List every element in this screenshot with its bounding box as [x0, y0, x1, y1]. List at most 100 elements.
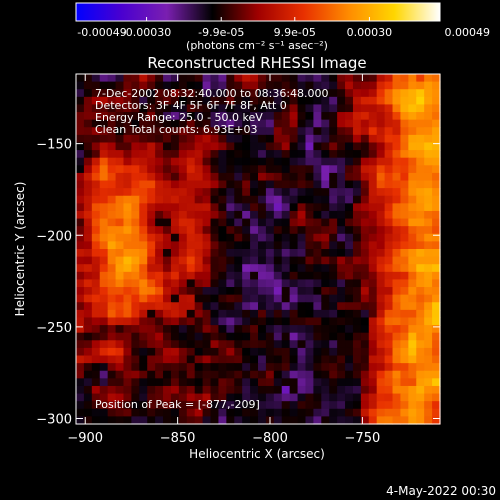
- heatmap-cell: [432, 218, 441, 227]
- heatmap-cell: [416, 264, 425, 273]
- heatmap-cell: [352, 249, 362, 258]
- heatmap-cell: [186, 165, 196, 174]
- heatmap-cell: [218, 119, 227, 128]
- heatmap-cell: [170, 112, 180, 121]
- heatmap-cell: [258, 180, 267, 189]
- heatmap-cell: [91, 325, 101, 334]
- heatmap-cell: [234, 370, 243, 379]
- heatmap-cell: [416, 127, 425, 136]
- heatmap-cell: [178, 165, 188, 174]
- heatmap-cell: [202, 195, 212, 204]
- heatmap-cell: [376, 233, 386, 242]
- heatmap-cell: [202, 81, 212, 90]
- heatmap-cell: [313, 370, 322, 379]
- heatmap-cell: [376, 271, 386, 281]
- heatmap-cell: [147, 401, 156, 410]
- heatmap-cell: [91, 150, 101, 159]
- heatmap-cell: [392, 180, 402, 189]
- heatmap-cell: [170, 408, 180, 417]
- heatmap-cell: [170, 119, 180, 128]
- heatmap-cell: [384, 264, 394, 273]
- heatmap-cell: [424, 302, 433, 311]
- heatmap-cell: [91, 180, 101, 189]
- heatmap-cell: [432, 142, 441, 151]
- heatmap-cell: [281, 279, 291, 288]
- heatmap-cell: [186, 233, 196, 242]
- heatmap-cell: [83, 96, 93, 106]
- heatmap-cell: [368, 104, 378, 113]
- heatmap-cell: [329, 302, 338, 311]
- heatmap-cell: [202, 119, 212, 128]
- heatmap-cell: [202, 256, 212, 265]
- heatmap-cell: [258, 401, 267, 410]
- heatmap-cell: [194, 188, 204, 197]
- heatmap-cell: [218, 112, 227, 121]
- heatmap-cell: [258, 210, 267, 220]
- heatmap-cell: [131, 393, 140, 402]
- heatmap-cell: [186, 157, 196, 166]
- heatmap-cell: [392, 363, 402, 372]
- heatmap-cell: [258, 157, 267, 166]
- heatmap-cell: [376, 279, 386, 288]
- heatmap-cell: [76, 370, 85, 379]
- heatmap-cell: [297, 112, 307, 121]
- heatmap-cell: [273, 347, 283, 357]
- heatmap-cell: [76, 332, 85, 341]
- heatmap-cell: [250, 347, 259, 357]
- heatmap-cell: [305, 150, 314, 159]
- heatmap-cell: [155, 370, 164, 379]
- heatmap-cell: [265, 317, 275, 326]
- heatmap-cell: [115, 393, 125, 402]
- heatmap-cell: [163, 347, 172, 357]
- heatmap-cell: [258, 165, 267, 174]
- heatmap-cell: [376, 188, 386, 197]
- heatmap-cell: [123, 385, 132, 395]
- heatmap-cell: [321, 96, 330, 106]
- heatmap-cell: [83, 378, 93, 387]
- heatmap-cell: [392, 302, 402, 311]
- heatmap-cell: [226, 325, 235, 334]
- heatmap-cell: [107, 104, 117, 113]
- heatmap-cell: [313, 325, 322, 334]
- heatmap-cell: [424, 96, 433, 106]
- heatmap-cell: [99, 325, 109, 334]
- heatmap-cell: [384, 203, 394, 212]
- heatmap-cell: [218, 271, 227, 281]
- heatmap-cell: [400, 74, 409, 83]
- heatmap-cell: [424, 172, 433, 182]
- heatmap-cell: [265, 408, 275, 417]
- heatmap-cell: [210, 340, 220, 349]
- heatmap-cell: [289, 271, 299, 281]
- heatmap-cell: [281, 340, 291, 349]
- heatmap-cell: [76, 157, 85, 166]
- heatmap-cell: [408, 142, 417, 151]
- heatmap-cell: [250, 287, 259, 296]
- heatmap-cell: [186, 127, 196, 136]
- heatmap-cell: [178, 408, 188, 417]
- heatmap-cell: [155, 172, 164, 182]
- heatmap-cell: [329, 370, 338, 379]
- heatmap-cell: [329, 363, 338, 372]
- heatmap-cell: [226, 157, 235, 166]
- heatmap-cell: [360, 408, 370, 417]
- heatmap-cell: [400, 180, 409, 189]
- heatmap-cell: [305, 393, 314, 402]
- heatmap-cell: [384, 134, 394, 144]
- heatmap-cell: [321, 317, 330, 326]
- heatmap-cell: [408, 393, 417, 402]
- heatmap-cell: [408, 81, 417, 90]
- heatmap-cell: [123, 104, 132, 113]
- heatmap-cell: [376, 104, 386, 113]
- heatmap-cell: [416, 385, 425, 395]
- heatmap-cell: [273, 81, 283, 90]
- heatmap-cell: [376, 112, 386, 121]
- heatmap-cell: [392, 347, 402, 357]
- heatmap-cell: [234, 96, 243, 106]
- colorbar: -0.00049-0.00030 -9.9e-05 9.9e-05 0.00030 0.…: [75, 2, 490, 52]
- heatmap-cell: [265, 401, 275, 410]
- heatmap-cell: [400, 104, 409, 113]
- heatmap-cell: [155, 119, 164, 128]
- heatmap-cell: [265, 218, 275, 227]
- heatmap-cell: [139, 150, 148, 159]
- heatmap-cell: [313, 233, 322, 242]
